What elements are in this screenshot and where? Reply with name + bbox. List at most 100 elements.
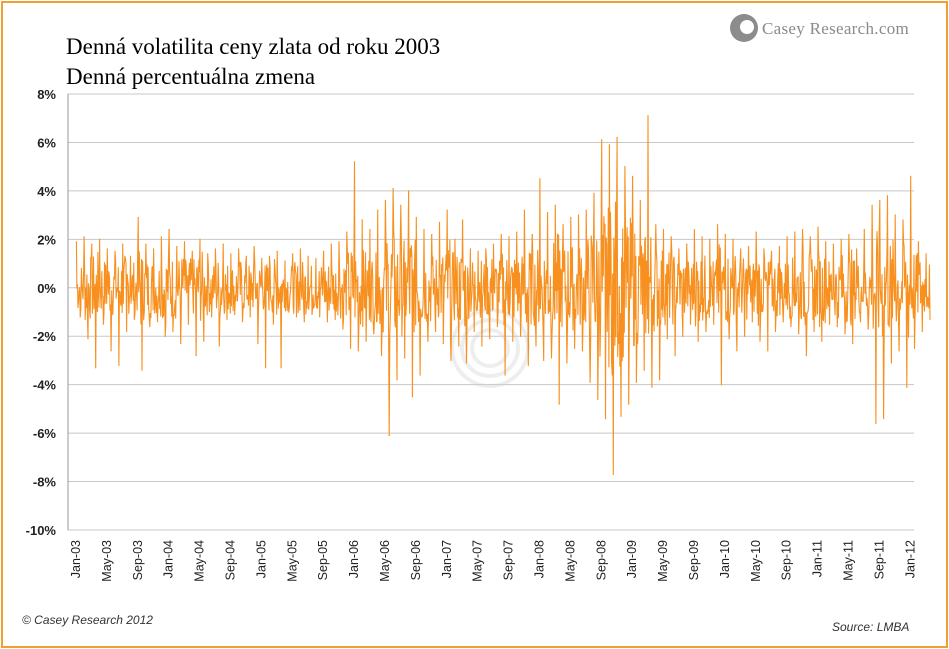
source-text: Source: LMBA (832, 620, 910, 634)
data-point (604, 418, 607, 420)
data-point (744, 335, 746, 337)
data-point (137, 216, 139, 219)
data-point (693, 229, 696, 231)
data-point (280, 367, 282, 369)
data-point (469, 248, 471, 250)
data-point (508, 236, 510, 238)
x-tick-label: Jan-08 (533, 540, 547, 578)
x-tick-label: Sep-05 (316, 540, 330, 580)
data-point (724, 233, 726, 236)
data-point (396, 379, 398, 381)
data-point (427, 340, 429, 342)
data-point (662, 229, 665, 231)
data-point (323, 250, 325, 252)
data-point (87, 338, 89, 340)
data-point (921, 330, 923, 332)
data-point (917, 241, 920, 243)
data-point (628, 403, 630, 405)
data-point (295, 316, 298, 318)
x-tick-label: May-04 (193, 540, 207, 582)
data-point (230, 253, 232, 255)
data-point (674, 355, 676, 357)
data-point (848, 233, 850, 236)
x-tick-label: May-07 (471, 540, 485, 582)
data-point (547, 212, 549, 214)
data-point (253, 246, 255, 248)
data-point (438, 221, 441, 223)
data-point (840, 238, 842, 240)
y-tick-label: -2% (33, 329, 57, 344)
data-point (446, 209, 448, 211)
data-point (226, 318, 228, 320)
data-point (473, 330, 475, 332)
data-point (566, 362, 568, 364)
data-point (477, 250, 479, 252)
data-point (95, 367, 97, 369)
data-point (222, 243, 224, 245)
x-tick-label: May-03 (100, 540, 114, 582)
data-point (527, 364, 529, 366)
data-point (492, 243, 495, 245)
data-point (408, 190, 410, 192)
y-tick-label: 8% (37, 87, 56, 102)
data-point (879, 200, 881, 202)
data-point (419, 374, 421, 376)
data-point (755, 231, 757, 233)
x-tick-label: Jan-04 (162, 540, 176, 578)
data-point (392, 187, 394, 190)
data-point (863, 229, 865, 231)
data-point (207, 253, 209, 255)
data-point (647, 115, 649, 117)
data-point (303, 321, 305, 323)
data-point (574, 347, 576, 349)
data-point (902, 219, 904, 221)
data-point (910, 175, 912, 177)
x-tick-label: Jan-10 (718, 540, 732, 578)
data-point (118, 364, 120, 366)
data-point (767, 350, 769, 352)
x-tick-label: Jan-09 (625, 540, 639, 578)
data-point (338, 241, 340, 243)
data-point (164, 335, 166, 337)
data-point (581, 350, 584, 352)
data-point (176, 246, 178, 248)
data-point (701, 236, 703, 238)
data-point (867, 328, 869, 330)
data-point (883, 418, 885, 420)
data-point (898, 350, 900, 352)
data-point (859, 321, 862, 323)
data-point (520, 335, 522, 337)
data-point (709, 238, 711, 240)
data-point (632, 175, 634, 177)
x-tick-label: Sep-03 (131, 540, 145, 580)
x-tick-label: Sep-08 (594, 540, 608, 580)
y-tick-label: -4% (33, 378, 57, 393)
data-point (825, 241, 827, 243)
x-tick-label: Sep-09 (687, 540, 701, 580)
data-point (593, 192, 595, 194)
x-tick-label: Jan-12 (903, 540, 917, 578)
data-point (83, 236, 85, 238)
data-point (377, 209, 379, 211)
data-point (809, 236, 811, 238)
data-point (114, 250, 116, 252)
x-tick-label: May-05 (285, 540, 299, 582)
data-point (736, 350, 738, 352)
data-point (307, 255, 309, 257)
data-point (187, 323, 189, 325)
data-point (886, 195, 889, 197)
data-point (539, 178, 541, 180)
data-point (485, 248, 487, 250)
data-point (91, 243, 93, 245)
data-point (925, 253, 927, 255)
data-point (732, 238, 734, 240)
data-point (365, 340, 367, 342)
x-tick-label: Jan-05 (254, 540, 268, 578)
data-point (635, 381, 638, 383)
data-point (689, 323, 692, 325)
data-point (496, 325, 498, 328)
data-point (357, 350, 359, 352)
data-point (442, 342, 444, 345)
data-point (129, 255, 132, 257)
copyright-text: © Casey Research 2012 (22, 613, 153, 627)
